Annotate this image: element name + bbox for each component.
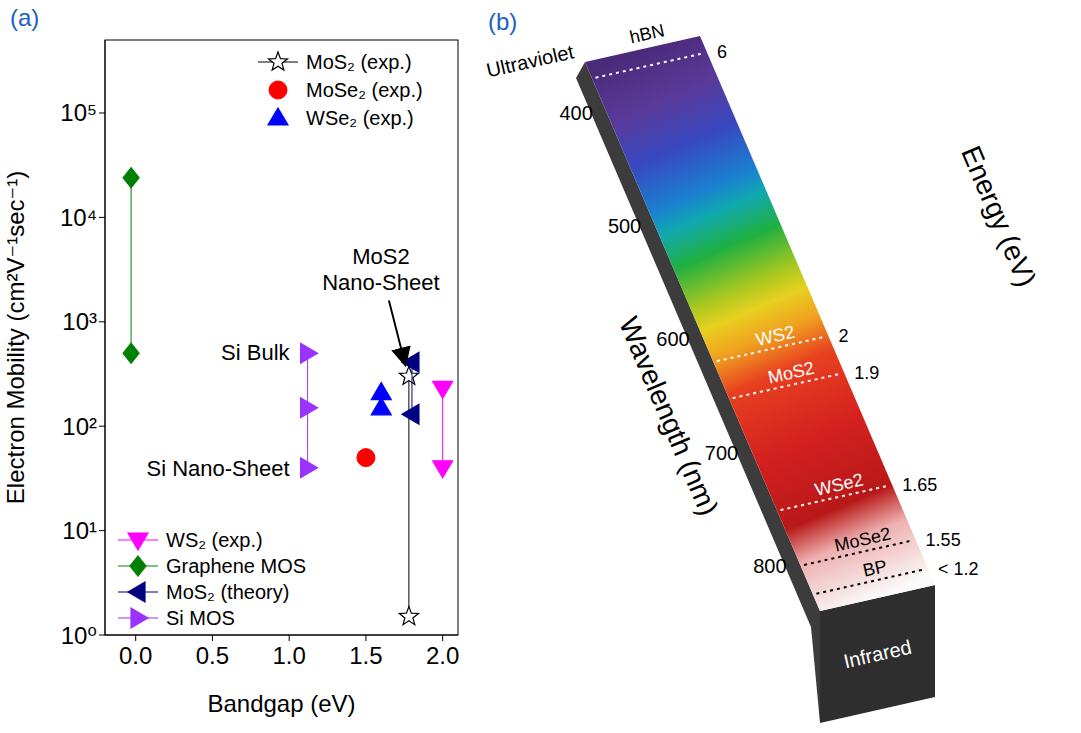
svg-text:10³: 10³ <box>62 308 97 335</box>
svg-text:hBN: hBN <box>628 20 667 47</box>
svg-text:800: 800 <box>753 555 786 577</box>
svg-text:MoS2: MoS2 <box>352 244 409 269</box>
svg-text:MoSe2: MoSe2 <box>833 524 893 556</box>
svg-text:0.0: 0.0 <box>119 642 152 669</box>
svg-text:Bandgap (eV): Bandgap (eV) <box>207 690 355 717</box>
svg-text:2: 2 <box>838 326 848 346</box>
svg-text:Ultraviolet: Ultraviolet <box>484 40 576 81</box>
svg-text:1.9: 1.9 <box>854 363 879 383</box>
svg-text:MoSe₂ (exp.): MoSe₂ (exp.) <box>306 79 423 101</box>
svg-text:Si MOS: Si MOS <box>166 607 235 629</box>
svg-text:600: 600 <box>656 328 689 350</box>
svg-text:Nano-Sheet: Nano-Sheet <box>322 270 439 295</box>
svg-text:WS₂ (exp.): WS₂ (exp.) <box>166 529 263 551</box>
svg-text:(a): (a) <box>10 4 39 31</box>
svg-text:6: 6 <box>717 42 727 62</box>
svg-text:1.0: 1.0 <box>272 642 305 669</box>
svg-text:Electron Mobility (cm²V⁻¹sec⁻¹: Electron Mobility (cm²V⁻¹sec⁻¹) <box>2 171 29 504</box>
svg-text:Infrared: Infrared <box>841 636 913 673</box>
svg-text:2.0: 2.0 <box>426 642 459 669</box>
svg-text:Graphene MOS: Graphene MOS <box>166 555 306 577</box>
svg-text:< 1.2: < 1.2 <box>938 559 979 579</box>
svg-text:MoS₂ (exp.): MoS₂ (exp.) <box>306 51 412 73</box>
svg-text:500: 500 <box>608 215 641 237</box>
svg-text:400: 400 <box>559 102 592 124</box>
svg-text:10¹: 10¹ <box>62 517 97 544</box>
svg-text:10⁵: 10⁵ <box>60 99 97 126</box>
svg-text:WSe₂ (exp.): WSe₂ (exp.) <box>306 107 414 129</box>
svg-text:10²: 10² <box>62 413 97 440</box>
svg-text:1.65: 1.65 <box>902 475 937 495</box>
svg-text:10⁰: 10⁰ <box>61 622 97 649</box>
svg-text:Energy (eV): Energy (eV) <box>955 141 1042 291</box>
svg-text:BP: BP <box>861 556 889 581</box>
svg-text:Wavelength (nm): Wavelength (nm) <box>613 313 724 520</box>
svg-text:0.5: 0.5 <box>196 642 229 669</box>
svg-text:(b): (b) <box>488 8 517 35</box>
svg-text:Si Nano-Sheet: Si Nano-Sheet <box>146 456 289 481</box>
svg-text:1.55: 1.55 <box>926 530 961 550</box>
svg-text:WSe2: WSe2 <box>813 470 865 500</box>
svg-text:WS2: WS2 <box>754 322 796 350</box>
svg-text:1.5: 1.5 <box>349 642 382 669</box>
svg-text:10⁴: 10⁴ <box>60 204 97 231</box>
svg-text:700: 700 <box>705 442 738 464</box>
svg-text:MoS2: MoS2 <box>766 358 816 388</box>
svg-text:Si Bulk: Si Bulk <box>221 340 290 365</box>
svg-text:MoS₂ (theory): MoS₂ (theory) <box>166 581 289 603</box>
